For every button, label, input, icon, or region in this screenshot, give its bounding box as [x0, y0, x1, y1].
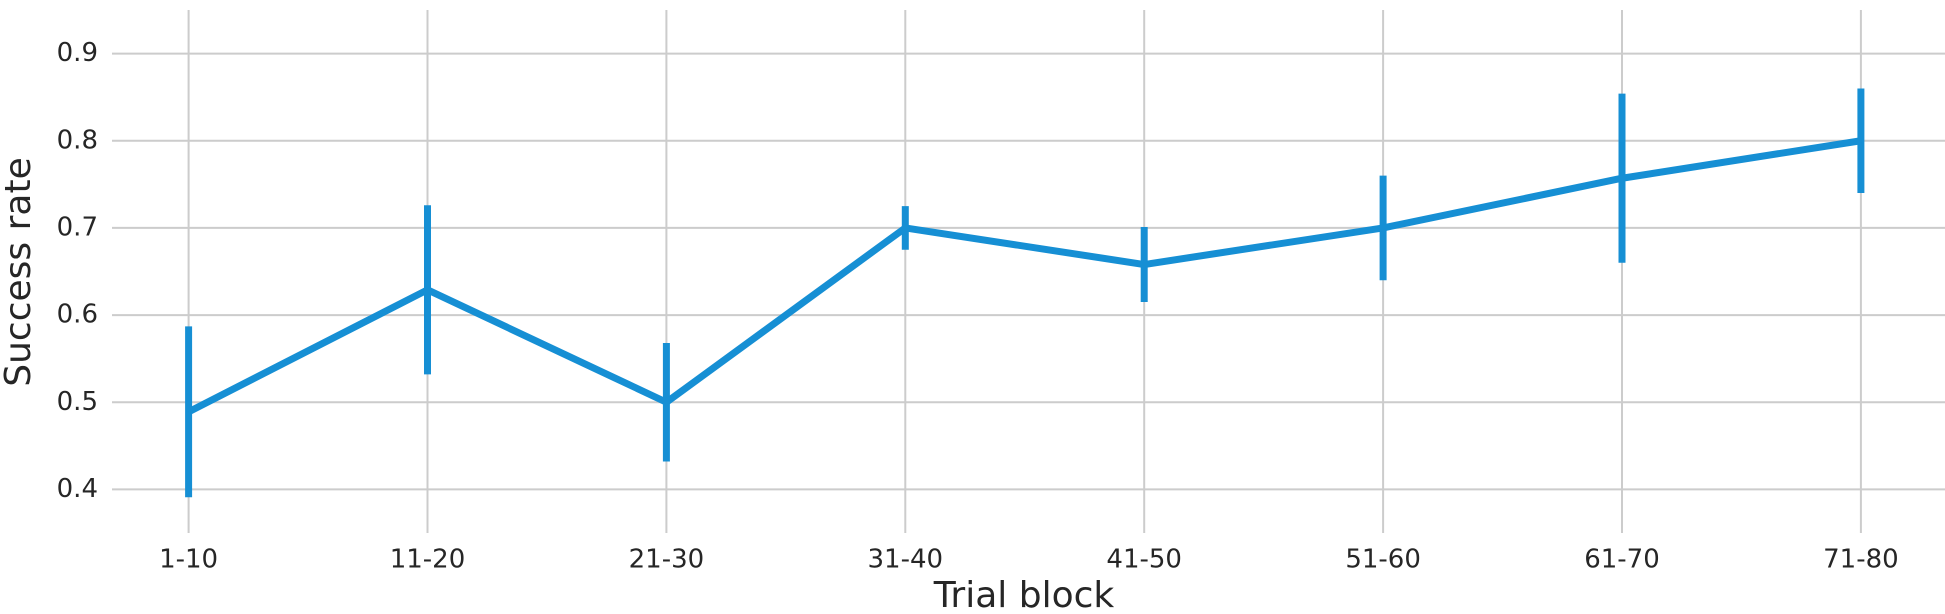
- y-tick-label: 0.6: [57, 300, 98, 330]
- y-tick-label: 0.8: [57, 125, 98, 155]
- x-tick-label: 11-20: [390, 545, 466, 575]
- x-tick-label: 31-40: [868, 545, 944, 575]
- y-tick-label: 0.4: [57, 474, 98, 504]
- x-tick-label: 21-30: [629, 545, 705, 575]
- x-tick-label: 61-70: [1584, 545, 1660, 575]
- x-axis-label: Trial block: [933, 575, 1115, 614]
- x-tick-label: 51-60: [1345, 545, 1421, 575]
- y-tick-label: 0.5: [57, 387, 98, 417]
- y-axis-label: Success rate: [0, 157, 39, 386]
- x-tick-label: 71-80: [1823, 545, 1899, 575]
- x-tick-label: 1-10: [159, 545, 218, 575]
- y-tick-label: 0.9: [57, 38, 98, 68]
- y-tick-label: 0.7: [57, 212, 98, 242]
- x-tick-label: 41-50: [1106, 545, 1182, 575]
- data-line: [187, 137, 1862, 415]
